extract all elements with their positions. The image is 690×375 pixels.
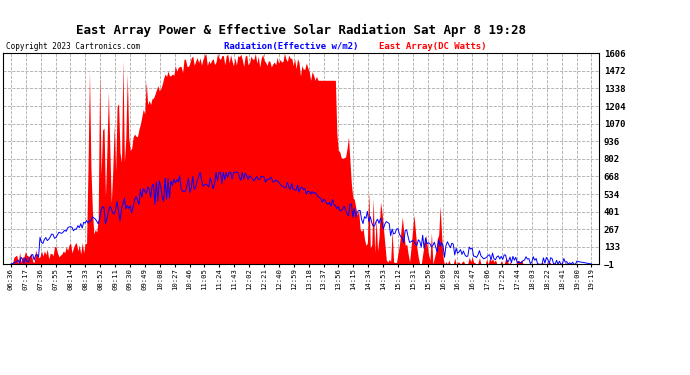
Text: Copyright 2023 Cartronics.com: Copyright 2023 Cartronics.com [6,42,141,51]
Text: Radiation(Effective w/m2): Radiation(Effective w/m2) [224,42,358,51]
Title: East Array Power & Effective Solar Radiation Sat Apr 8 19:28: East Array Power & Effective Solar Radia… [76,24,526,37]
Text: East Array(DC Watts): East Array(DC Watts) [379,42,486,51]
